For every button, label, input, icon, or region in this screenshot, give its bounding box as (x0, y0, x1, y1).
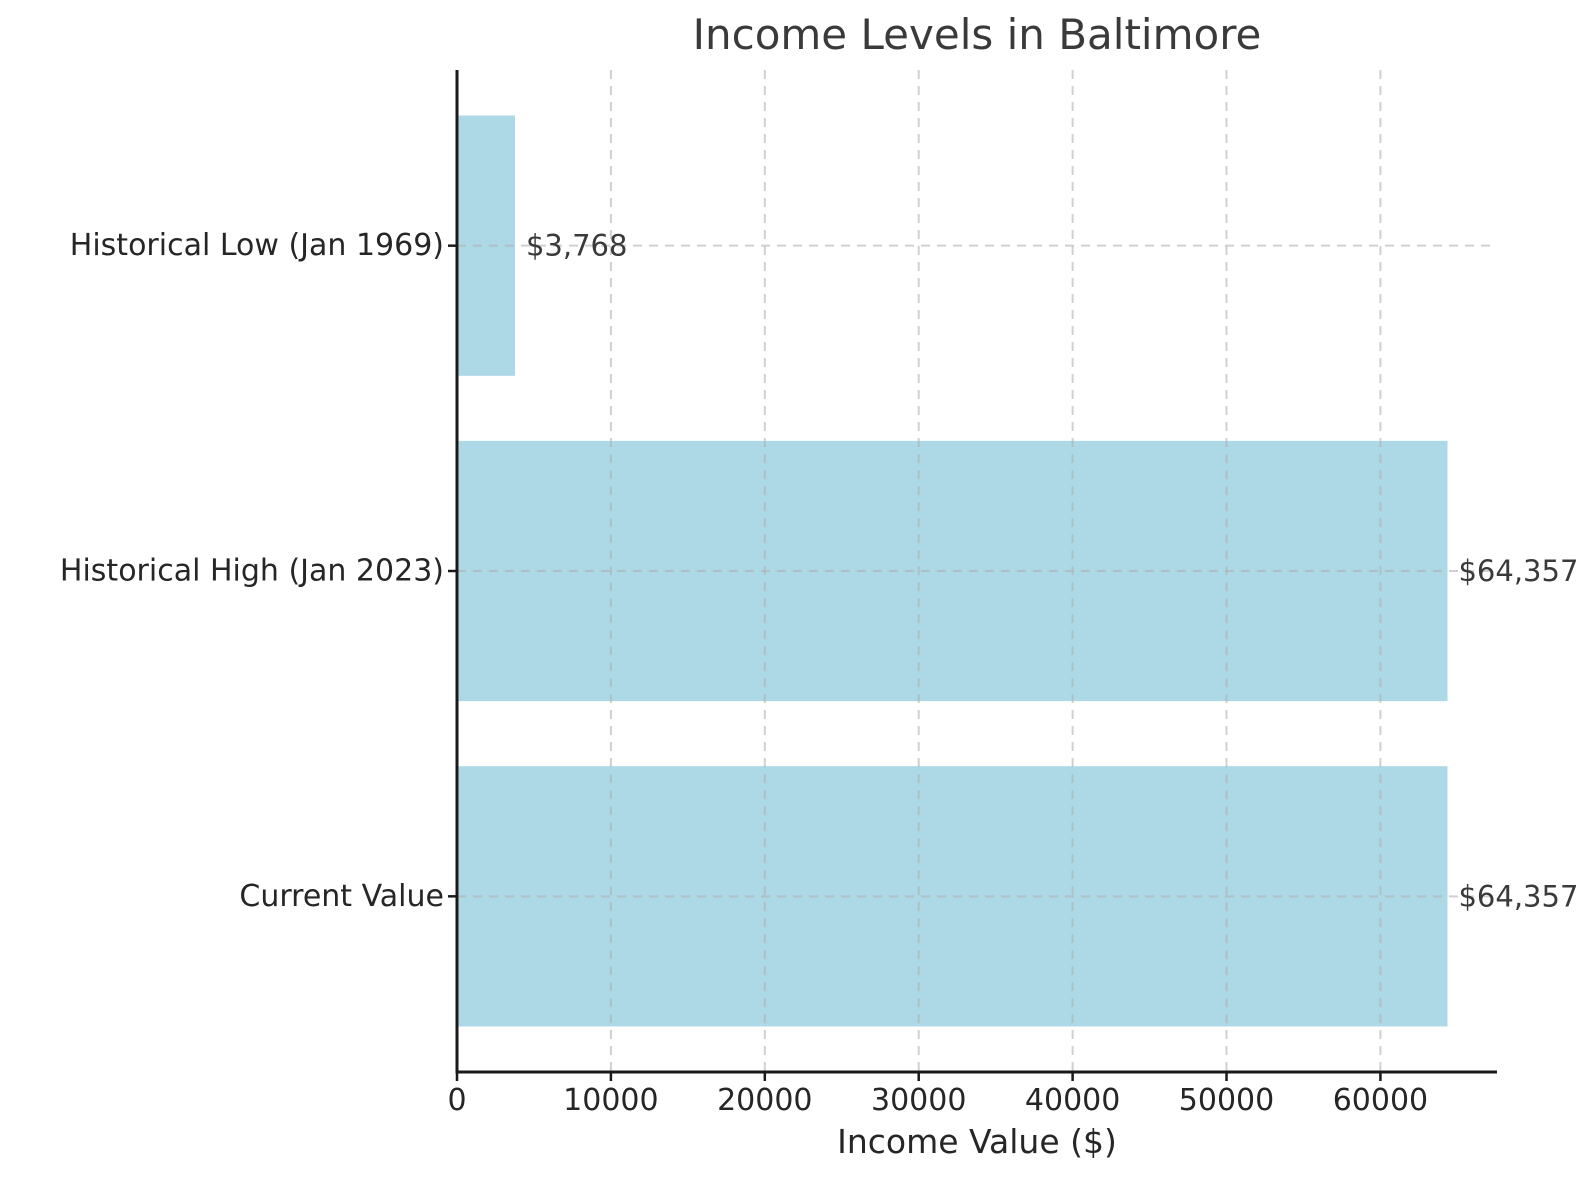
axes-layer (448, 70, 1497, 1081)
y-tick-label: Historical High (Jan 2023) (60, 554, 444, 589)
chart-title: Income Levels in Baltimore (693, 10, 1262, 59)
x-tick-label: 40000 (1025, 1083, 1120, 1118)
gridlines-layer (457, 70, 1497, 1072)
labels-layer: 0 10000 20000 30000 40000 50000 60000 Historica… (60, 228, 1579, 1118)
x-tick-label: 0 (447, 1083, 466, 1118)
x-axis-label: Income Value ($) (837, 1122, 1117, 1161)
bar-value-label: $64,357 (1458, 879, 1578, 913)
x-tick-label: 10000 (563, 1083, 658, 1118)
x-tick-label: 50000 (1179, 1083, 1274, 1118)
y-tick-label: Current Value (239, 879, 444, 914)
bar-value-label: $3,768 (526, 229, 627, 263)
y-tick-label: Historical Low (Jan 1969) (70, 228, 444, 263)
x-tick-label: 60000 (1333, 1083, 1428, 1118)
x-tick-label: 20000 (717, 1083, 812, 1118)
x-tick-label: 30000 (871, 1083, 966, 1118)
bar-value-label: $64,357 (1458, 554, 1578, 588)
